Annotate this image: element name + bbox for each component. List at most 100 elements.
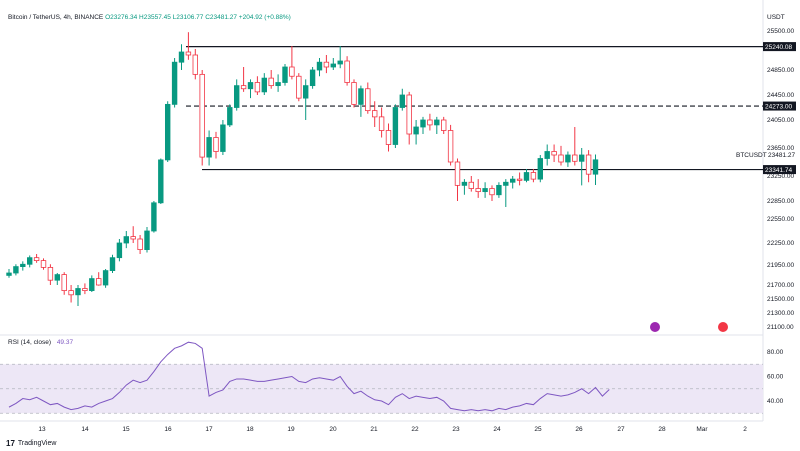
candle-body [585,154,592,175]
candle-body [406,94,412,135]
price-tick-label: 22250.00 [767,240,794,247]
price-tick-label: 24050.00 [767,117,794,124]
time-tick-label: 19 [287,426,295,433]
rsi-tick-label: 60.00 [767,374,784,381]
level-tag [763,42,796,52]
candle-body [309,69,316,87]
last-price-label: 23481.27 [768,152,795,159]
ohlc-readout: O23276.34 H23557.45 L23106.77 C23481.27 … [105,14,291,21]
time-tick-label: 24 [493,426,501,433]
candle-body [206,137,212,158]
rsi-legend: RSI (14, close) 49.37 [8,339,73,346]
candle-body [351,82,357,105]
candle-body [516,178,523,181]
level-label: 23341.74 [765,167,792,174]
candle-body [47,266,54,281]
time-tick-label: 15 [122,426,130,433]
candle-body [572,154,578,162]
candle-body [482,188,488,193]
time-tick-label: 2 [743,426,747,433]
candle-body [54,274,60,281]
time-tick-label: 18 [246,426,254,433]
candle-body [530,172,537,180]
candle-body [102,270,109,286]
candle-body [330,63,336,68]
symbol-title: Bitcoin / TetherUS, 4h, BINANCE [8,14,104,21]
candle-body [392,107,399,145]
level-label: 24273.00 [765,103,792,110]
candle-body [109,257,116,271]
candle-body [227,107,233,126]
candle-body [475,188,481,193]
candle-body [544,151,550,159]
candle-body [178,51,185,63]
price-tick-label: 21700.00 [767,282,794,289]
candle-body [89,278,95,292]
time-tick-label: 26 [575,426,583,433]
currency-label: USDT [767,14,785,21]
candle-body [192,54,198,75]
candle-body [123,236,129,244]
candle-body [96,278,102,286]
candle-body [316,61,323,71]
candle-body [261,77,267,93]
candle-body [523,172,530,181]
rsi-title: RSI (14, close) [8,339,51,346]
symbol-label: BTCUSDT [736,152,767,159]
candle-body [551,151,557,156]
footer[interactable]: 17 TradingView [6,439,56,448]
level-tag [763,101,796,111]
rsi-line [8,341,610,412]
candle-body [275,82,281,87]
candle-body [413,126,419,135]
candle-body [434,119,440,126]
chart-header: Bitcoin / TetherUS, 4h, BINANCE O23276.3… [8,14,291,21]
time-tick-label: 13 [38,426,46,433]
candle-body [171,61,178,105]
candle-body [489,188,495,196]
time-tick-label: Mar [696,426,708,433]
rsi-value: 49.37 [56,339,74,346]
level-label: 25240.08 [765,44,792,51]
time-tick-label: 14 [81,426,89,433]
candle-body [579,154,585,162]
candle-body [420,119,426,128]
candle-body [427,119,433,126]
candle-body [454,161,461,186]
candle-body [558,154,564,163]
candle-body [344,60,350,83]
candle-body [509,178,516,183]
candle-body [365,88,371,112]
candle-body [33,257,40,261]
candle-body [240,85,247,90]
candle-body [158,159,164,204]
candle-body [503,181,509,186]
candle-body [440,119,447,131]
time-tick-label: 20 [329,426,337,433]
candle-body [75,288,81,296]
candle-body [399,94,405,108]
candle-body [151,202,157,232]
candle-body [68,290,74,296]
candle-body [254,82,261,93]
candle-body [296,75,302,99]
candle-body [371,110,378,118]
candle-body [213,137,219,152]
candle-body [282,66,288,83]
candle-body [199,73,205,158]
price-tick-label: 21300.00 [767,310,794,317]
candle-body [323,61,330,68]
time-tick-label: 27 [617,426,625,433]
rsi-tick-label: 40.00 [767,398,784,405]
price-tick-label: 23250.00 [767,173,794,180]
candle-body [61,274,67,292]
candle-body [289,66,295,77]
candle-body [496,184,502,196]
candle-body [13,266,19,274]
price-tick-label: 23650.00 [767,145,794,152]
candle-body [247,82,254,90]
candle-body [378,116,385,131]
candle-body [26,257,33,265]
candle-body [137,238,143,250]
